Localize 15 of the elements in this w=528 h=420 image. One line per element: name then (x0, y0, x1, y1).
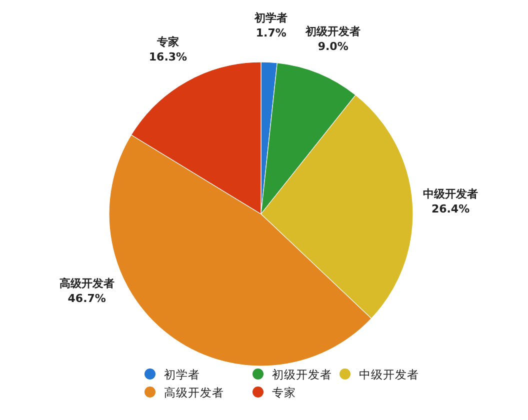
data-label: 46.7% (68, 292, 106, 305)
slice-label: 初学者 (254, 11, 288, 24)
data-label: 16.3% (148, 50, 188, 64)
data-label: 1.7% (256, 26, 286, 40)
legend-label: 初学者 (164, 368, 200, 382)
data-label: 26.4% (431, 202, 470, 216)
slice-label: 专家 (156, 35, 179, 48)
legend-label: 高级开发者 (164, 386, 224, 400)
slice-label: 中级开发者 (423, 188, 478, 201)
legend-label: 中级开发者 (359, 368, 419, 382)
data-label: 9.0% (318, 40, 348, 54)
slice-label: 初级开发者 (304, 25, 361, 38)
legend-label: 专家 (272, 386, 296, 400)
slice-label: 高级开发者 (59, 277, 114, 290)
legend-label: 初级开发者 (272, 368, 332, 382)
